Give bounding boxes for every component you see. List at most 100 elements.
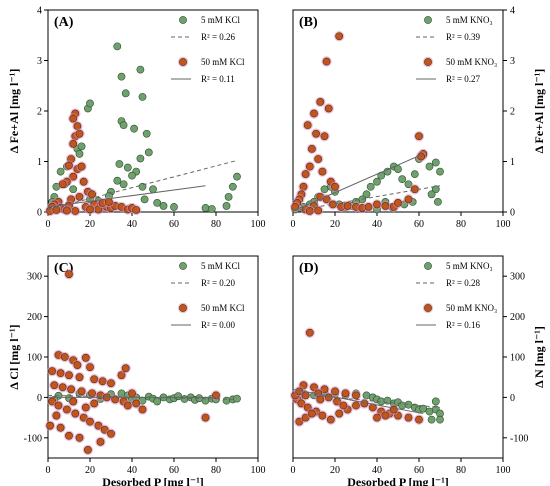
panel-4-series-2-point: [335, 409, 344, 418]
panel-2-xtick-label: 100: [496, 219, 511, 230]
panel-4-series-2-point: [316, 395, 325, 404]
panel-1-series-1-point: [69, 185, 78, 194]
panel-2-series-2-point: [316, 98, 325, 106]
panel-1-series-1-point: [159, 202, 168, 210]
panel-1-series-1-point: [119, 121, 128, 130]
panel-4-series-2-point: [352, 401, 360, 410]
panel-3-ytick-label: 300: [27, 272, 42, 283]
panel-4-xtick-label: 100: [496, 465, 511, 476]
panel-4-series-1-point: [431, 397, 440, 406]
panel-2-series-2-point: [318, 167, 327, 176]
panel-1-series-1-point: [119, 180, 128, 189]
panel-4-series-2-point: [318, 411, 327, 420]
panel-1-legend-r2-2: R² = 0.11: [201, 74, 235, 84]
panel-1-series-1-point: [224, 192, 233, 201]
panel-1-series-2-point: [69, 114, 78, 123]
panel-3-series-2-point: [90, 399, 99, 408]
panel-4-ytick-label: 0: [510, 393, 515, 404]
panel-2-series-2-point: [324, 104, 333, 113]
panel-3-series-2-point: [128, 389, 136, 398]
panel-3-ylabel: Δ Cl [mg l⁻¹]: [7, 324, 21, 389]
panel-4-xtick-label: 60: [414, 465, 424, 476]
panel-1-series-1-point: [136, 65, 145, 74]
panel-4-series-1-point: [419, 404, 428, 413]
panel-1-series-2-point: [69, 139, 78, 148]
panel-1-xtick-label: 60: [169, 219, 179, 230]
panel-2-series-2-point: [343, 202, 352, 210]
panel-2-series-1-point: [404, 180, 413, 189]
panel-3-series-2-point: [65, 431, 73, 440]
panel-3-ytick-label: 200: [27, 312, 42, 323]
panel-1-series-1-point: [75, 150, 84, 158]
panel-1-series-1-point: [149, 185, 157, 194]
panel-2-xtick-label: 20: [330, 219, 340, 230]
panel-3-series-2-point: [56, 369, 65, 378]
panel-4-series-2-point: [301, 391, 310, 400]
panel-4-legend-r2-2: R² = 0.16: [446, 320, 481, 330]
panel-2-series-2-point: [331, 182, 339, 191]
panel-2-series-2-point: [404, 195, 413, 204]
panel-4-ylabel: Δ N [mg l⁻¹]: [532, 326, 546, 388]
panel-3-series-2-point: [50, 381, 59, 390]
panel-3-series-2-point: [123, 401, 132, 410]
panel-4-series-2-point: [307, 409, 316, 418]
panel-3-legend-r2-1: R² = 0.20: [201, 278, 236, 288]
panel-4-series-2-point: [373, 413, 381, 422]
panel-3-series-2-point: [48, 367, 57, 376]
panel-1-ylabel: Δ Fe+Al [mg l⁻¹]: [7, 69, 21, 154]
panel-3-series-2-point: [56, 423, 65, 432]
panel-1-series-2-point: [69, 172, 78, 181]
panel-2-series-2-point: [310, 109, 318, 118]
panel-1-legend-marker-2: [179, 58, 187, 66]
panel-2-series-2-point: [381, 202, 390, 210]
panel-4-series-2-point: [326, 415, 335, 424]
panel-1-series-2-point: [79, 177, 88, 186]
panel-3-series-2-point: [65, 270, 73, 279]
panel-1-series-2-fit-line: [47, 185, 206, 208]
panel-4-series-2-point: [404, 413, 413, 422]
panel-1-ytick-label: 2: [37, 107, 42, 118]
panel-3-series-1-point: [233, 394, 241, 403]
panel-1-series-2-point: [75, 129, 84, 138]
panel-4-xtick-label: 20: [330, 465, 340, 476]
panel-2-series-1-point: [410, 170, 419, 179]
panel-3-series-2-point: [63, 405, 71, 414]
panel-4-series-2-point: [331, 387, 339, 396]
panel-1-ytick-label: 4: [37, 6, 42, 17]
panel-2-series-2-point: [307, 144, 316, 153]
panel-2-series-2-point: [373, 200, 381, 209]
panel-3-legend-name-1: 5 mM KCl: [201, 261, 241, 271]
panel-2-series-1-point: [425, 162, 434, 171]
panel-3-ytick-label: 100: [27, 353, 42, 364]
panel-3-series-1-point: [153, 397, 162, 406]
panel-1-series-1-point: [170, 203, 178, 211]
panel-2-series-1-point: [320, 185, 329, 194]
panel-2-legend-marker-2: [424, 58, 432, 66]
panel-3-series-2-point: [60, 353, 69, 361]
panel-2-ytick-label: 4: [510, 6, 515, 17]
panel-4-xlabel: Desorbed P [mg l⁻¹]: [347, 475, 449, 486]
panel-4-legend-r2-1: R² = 0.28: [446, 278, 481, 288]
panel-3-series-2-point: [67, 385, 75, 394]
panel-2-series-2-point: [314, 155, 323, 163]
panel-3-series-2-point: [84, 446, 92, 454]
panel-4-tag: (D): [299, 261, 319, 276]
panel-3-series-2-point: [69, 397, 78, 406]
panel-3-xtick-label: 0: [46, 465, 51, 476]
panel-2-legend-name-2: 50 mM KNO₃: [446, 57, 497, 67]
panel-1-xtick-label: 80: [211, 219, 221, 230]
panel-1-series-1-point: [136, 154, 145, 163]
panel-1-xtick-label: 0: [46, 219, 51, 230]
panel-3-legend-name-2: 50 mM KCl: [201, 303, 245, 313]
panel-4-xtick-label: 0: [291, 465, 296, 476]
panel-1-legend-name-2: 50 mM KCl: [201, 57, 245, 67]
panel-4-series-2-point: [339, 401, 348, 410]
panel-1-series-1-point: [130, 124, 138, 133]
panel-4-series-2-point: [352, 391, 360, 400]
panel-3-series-2-point: [46, 421, 54, 430]
panel-1-ytick-label: 1: [37, 157, 42, 168]
panel-1-series-2-point: [71, 207, 80, 215]
panel-2-series-1-point: [366, 182, 375, 191]
panel-2-series-1-point: [373, 177, 381, 186]
